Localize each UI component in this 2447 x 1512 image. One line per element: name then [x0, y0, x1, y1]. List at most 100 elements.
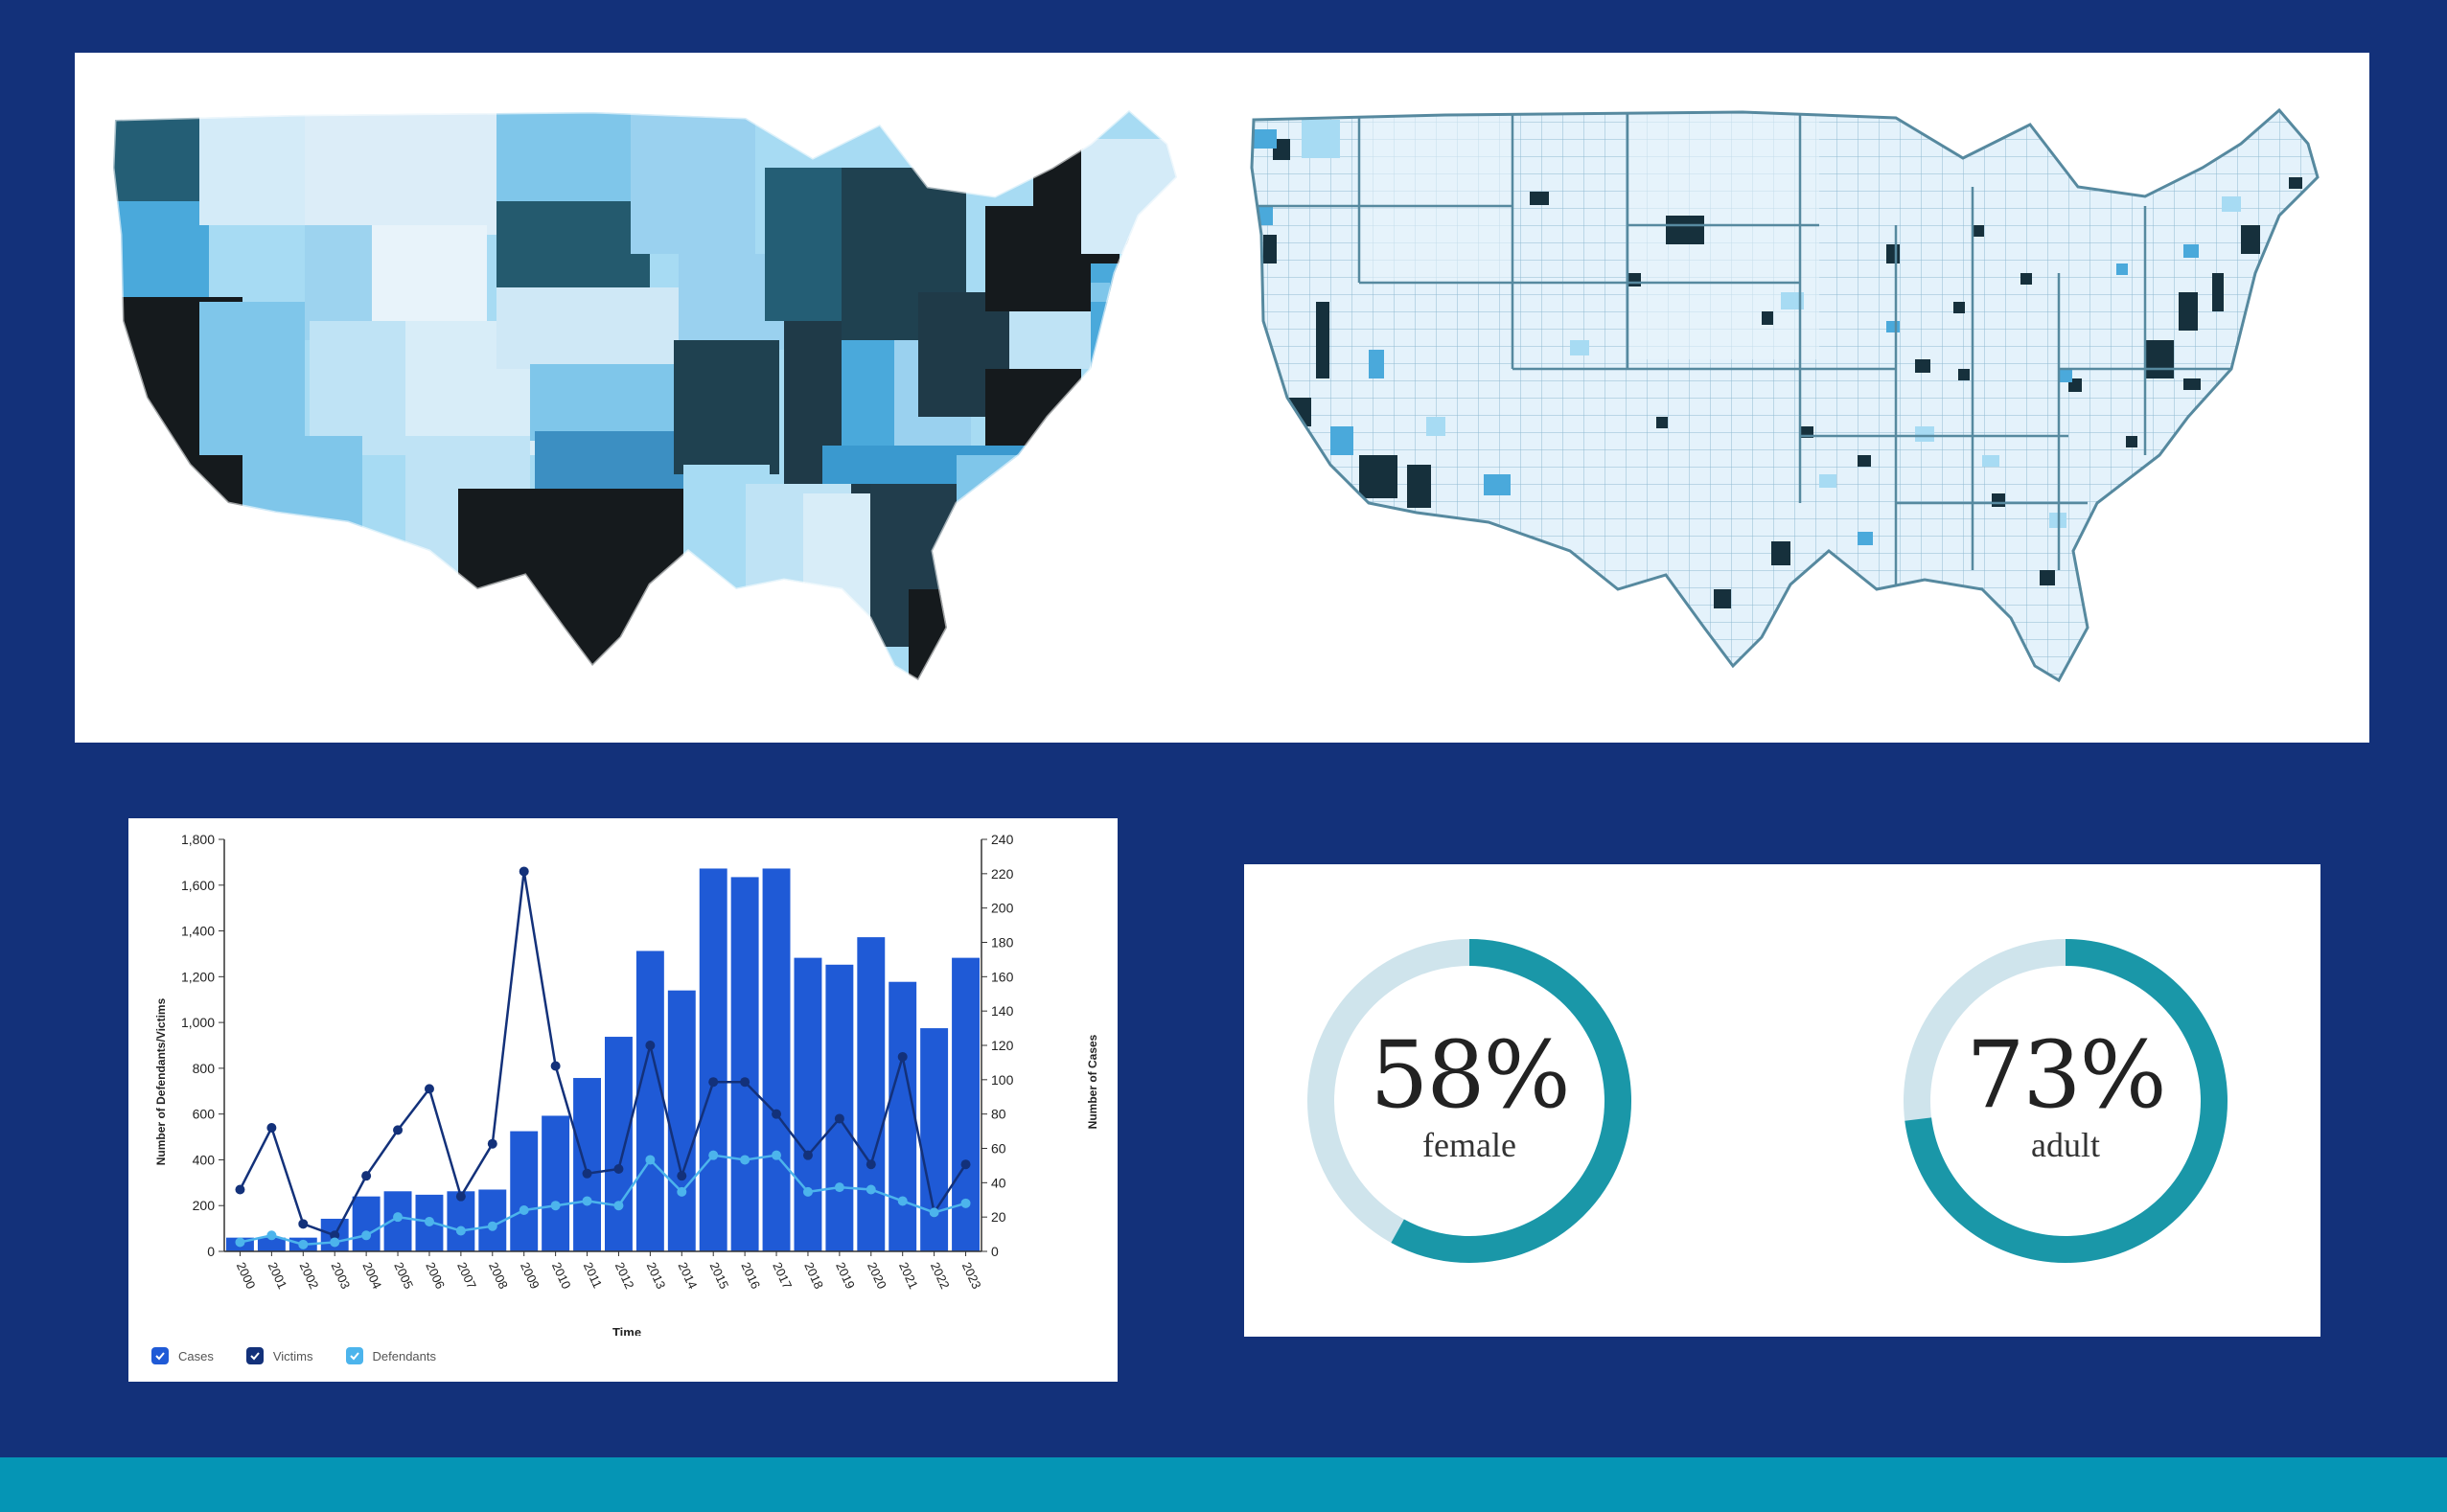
x-tick-label: 2000	[234, 1260, 259, 1292]
bar-cases[interactable]	[635, 951, 664, 1251]
point-defendants[interactable]	[330, 1237, 340, 1248]
legend-item-defendants[interactable]: Defendants	[345, 1347, 436, 1364]
point-victims[interactable]	[298, 1219, 309, 1229]
bar-cases[interactable]	[794, 957, 822, 1251]
x-tick-label: 2023	[959, 1260, 984, 1292]
checkbox-icon[interactable]	[345, 1347, 363, 1364]
bar-cases[interactable]	[510, 1131, 539, 1251]
bar-cases[interactable]	[920, 1028, 949, 1251]
point-defendants[interactable]	[802, 1186, 813, 1197]
point-victims[interactable]	[330, 1230, 340, 1241]
chart-panel: 0 200 400 600 800 1,000 1,200 1,400 1,600 1,800 0 2…	[128, 818, 1118, 1382]
point-defendants[interactable]	[361, 1230, 372, 1241]
point-defendants[interactable]	[550, 1201, 561, 1211]
adult-donut-ring	[1904, 939, 2228, 1263]
y-tick-label-left: 1,000	[181, 1015, 215, 1030]
point-defendants[interactable]	[424, 1216, 434, 1226]
bar-cases[interactable]	[352, 1196, 381, 1251]
point-defendants[interactable]	[487, 1221, 497, 1231]
point-defendants[interactable]	[708, 1150, 719, 1160]
point-victims[interactable]	[455, 1191, 466, 1202]
point-victims[interactable]	[772, 1109, 782, 1119]
x-tick-label: 2007	[454, 1260, 479, 1292]
x-tick-label: 2003	[328, 1260, 353, 1292]
point-victims[interactable]	[424, 1084, 434, 1094]
y-tick-label-right: 240	[991, 832, 1014, 847]
adult-donut: 73% adult	[1898, 933, 2233, 1269]
point-victims[interactable]	[613, 1164, 624, 1174]
x-tick-label: 2021	[896, 1260, 921, 1292]
point-victims[interactable]	[834, 1113, 844, 1124]
point-victims[interactable]	[519, 866, 529, 877]
x-tick-label: 2008	[486, 1260, 511, 1292]
point-defendants[interactable]	[866, 1184, 876, 1195]
point-victims[interactable]	[645, 1041, 656, 1050]
bar-cases[interactable]	[573, 1078, 601, 1251]
y-tick-label-left: 400	[193, 1152, 216, 1167]
point-victims[interactable]	[897, 1051, 908, 1062]
point-defendants[interactable]	[266, 1230, 277, 1241]
point-defendants[interactable]	[677, 1186, 687, 1197]
point-defendants[interactable]	[740, 1155, 750, 1165]
adult-percent: 73%	[1966, 1021, 2166, 1129]
bar-cases[interactable]	[699, 868, 727, 1251]
point-victims[interactable]	[393, 1125, 404, 1135]
point-victims[interactable]	[487, 1138, 497, 1149]
point-victims[interactable]	[677, 1171, 687, 1181]
x-tick-label: 2018	[801, 1260, 826, 1292]
x-tick-label: 2011	[581, 1260, 605, 1291]
bar-cases[interactable]	[730, 877, 759, 1251]
state-choropleth-map	[111, 108, 1179, 683]
point-victims[interactable]	[266, 1123, 277, 1133]
legend-item-victims[interactable]: Victims	[245, 1347, 313, 1364]
y-tick-label-right: 120	[991, 1038, 1014, 1053]
point-victims[interactable]	[361, 1171, 372, 1181]
y-tick-label-right: 40	[991, 1175, 1006, 1190]
x-tick-label: 2022	[928, 1260, 953, 1292]
point-defendants[interactable]	[834, 1182, 844, 1193]
legend-label-cases: Cases	[178, 1348, 214, 1363]
point-defendants[interactable]	[772, 1150, 782, 1160]
demographics-panel: 58% female 73% adult	[1244, 864, 2320, 1337]
checkbox-icon[interactable]	[151, 1347, 169, 1364]
bar-cases[interactable]	[447, 1191, 475, 1251]
point-defendants[interactable]	[613, 1201, 624, 1211]
point-victims[interactable]	[235, 1184, 245, 1195]
legend-item-cases[interactable]: Cases	[151, 1347, 214, 1364]
bar-cases[interactable]	[889, 981, 917, 1251]
point-victims[interactable]	[866, 1159, 876, 1170]
x-axis-title: Time	[612, 1325, 641, 1336]
point-defendants[interactable]	[455, 1226, 466, 1236]
point-defendants[interactable]	[298, 1239, 309, 1249]
point-defendants[interactable]	[582, 1196, 592, 1206]
point-defendants[interactable]	[929, 1207, 939, 1218]
point-victims[interactable]	[802, 1150, 813, 1160]
point-defendants[interactable]	[960, 1198, 971, 1208]
point-victims[interactable]	[550, 1061, 561, 1071]
point-victims[interactable]	[960, 1159, 971, 1170]
adult-label: adult	[2031, 1126, 2100, 1164]
y-tick-label-left: 600	[193, 1107, 216, 1122]
point-victims[interactable]	[582, 1168, 592, 1179]
bar-cases[interactable]	[857, 937, 886, 1251]
point-defendants[interactable]	[519, 1205, 529, 1215]
y-axis-right-title: Number of Cases	[1086, 1034, 1099, 1129]
y-tick-label-left: 0	[207, 1244, 215, 1259]
x-tick-label: 2020	[865, 1260, 889, 1292]
bar-cases[interactable]	[762, 868, 791, 1251]
point-victims[interactable]	[740, 1077, 750, 1088]
y-tick-label-left: 200	[193, 1198, 216, 1213]
female-label: female	[1422, 1126, 1516, 1164]
point-defendants[interactable]	[897, 1196, 908, 1206]
point-defendants[interactable]	[393, 1212, 404, 1223]
bar-cases[interactable]	[605, 1037, 633, 1251]
bar-cases[interactable]	[825, 964, 854, 1251]
bar-cases[interactable]	[667, 990, 696, 1251]
point-victims[interactable]	[708, 1077, 719, 1088]
point-defendants[interactable]	[645, 1155, 656, 1165]
bar-cases[interactable]	[257, 1237, 286, 1251]
point-defendants[interactable]	[235, 1237, 245, 1248]
bar-cases[interactable]	[542, 1115, 570, 1251]
y-tick-label-left: 1,200	[181, 969, 215, 984]
checkbox-icon[interactable]	[245, 1347, 264, 1364]
